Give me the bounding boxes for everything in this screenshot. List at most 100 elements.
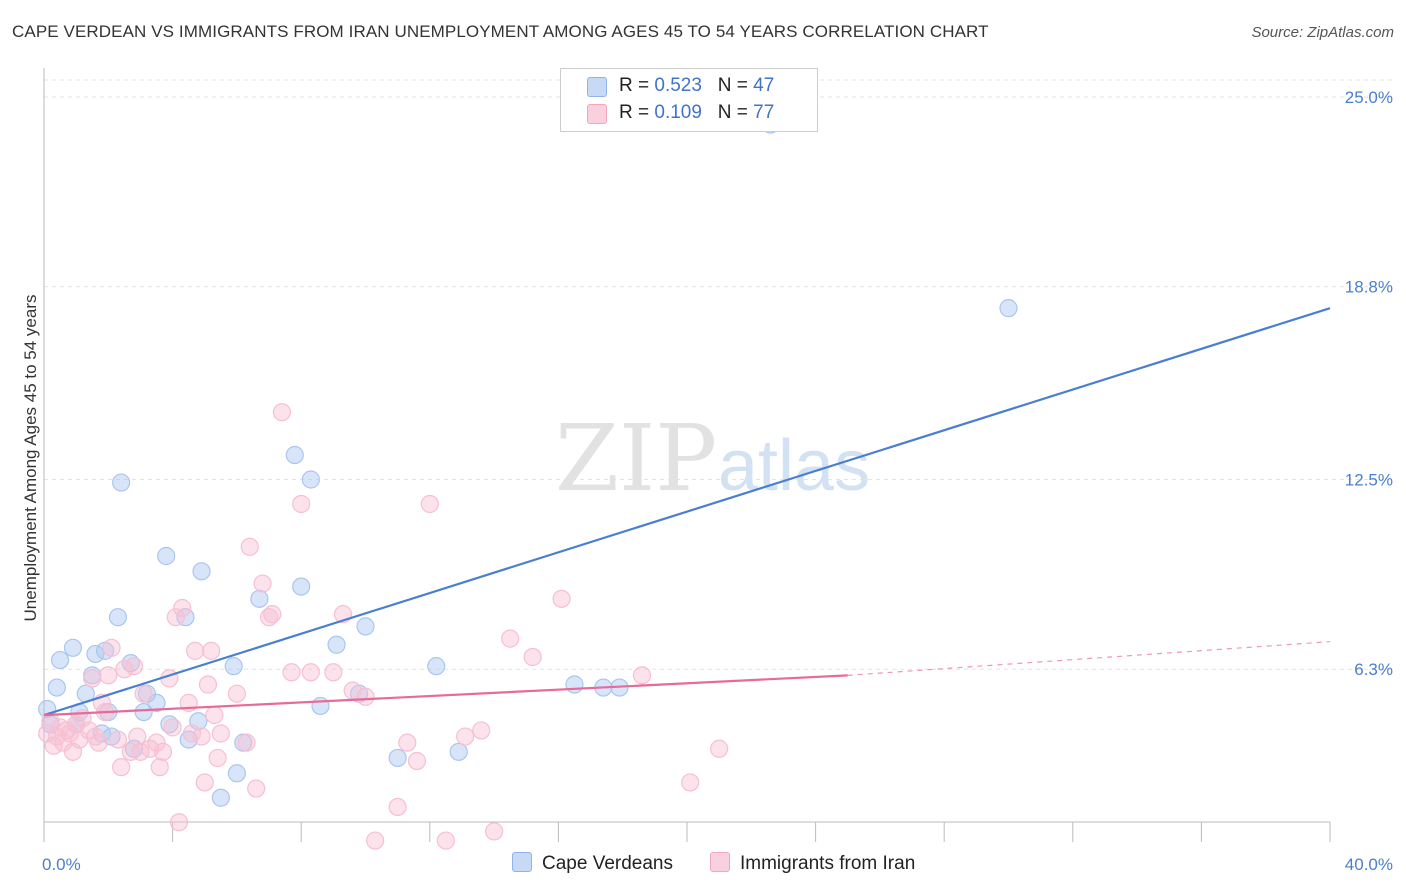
iran-point — [398, 733, 417, 752]
iran-point — [259, 608, 279, 627]
legend-r-value: 0.109 — [654, 102, 702, 123]
bottom-legend-label: Immigrants from Iran — [740, 853, 916, 874]
iran-point — [153, 742, 173, 761]
iran-point — [202, 641, 221, 660]
cape-verdean-point — [285, 445, 304, 465]
iran-point — [124, 657, 144, 676]
iran-point — [169, 813, 189, 832]
iran-point — [253, 574, 272, 593]
trend-lines — [43, 307, 1331, 717]
legend-swatch-blue — [587, 77, 607, 97]
iran-point — [366, 831, 385, 850]
iran-point — [134, 684, 153, 703]
cape-verdean-point — [211, 788, 230, 807]
cape-verdean-point — [160, 715, 179, 734]
x-tick-label: 40.0% — [1345, 855, 1393, 874]
y-tick-label: 18.8% — [1345, 278, 1393, 297]
iran-point — [205, 706, 224, 725]
iran-point — [211, 724, 230, 743]
iran-point — [147, 733, 166, 752]
cape-verdean-point — [227, 764, 246, 783]
watermark: ZIP atlas — [555, 405, 870, 512]
iran-point — [237, 733, 256, 752]
axes — [43, 68, 1331, 842]
iran-point — [523, 647, 542, 667]
cape-verdean-point — [147, 693, 166, 712]
cape-verdean-point — [50, 650, 70, 670]
tick-labels: 6.3% 12.5% 18.8% 25.0% 0.0% 40.0% — [42, 88, 1393, 874]
cape-verdean-point — [134, 702, 153, 722]
cape-verdean-point — [292, 577, 311, 596]
legend: R = 0.523 N = 47 R = 0.109 N = 77 — [560, 68, 818, 132]
iran-point — [89, 733, 108, 752]
bottom-legend-label: Cape Verdeans — [542, 853, 673, 874]
legend-r-label: R = — [619, 102, 655, 123]
iran-point — [57, 721, 76, 740]
cape-verdean-point — [449, 742, 468, 761]
iran-point — [356, 687, 375, 706]
iran-point — [128, 727, 147, 746]
iran-point — [472, 721, 491, 740]
cape-verdean-point — [565, 675, 584, 694]
cape-verdean-point — [999, 299, 1018, 318]
cape-verdean-point — [224, 657, 243, 676]
iran-point — [163, 718, 182, 737]
bottom-legend-iran: Immigrants from Iran — [710, 852, 915, 875]
iran-point — [195, 773, 214, 792]
iran-point — [121, 742, 140, 761]
bottom-legend-swatch-pink — [710, 852, 730, 872]
iran-point — [681, 773, 700, 792]
cape-verdean-point — [63, 638, 83, 657]
iran-point — [108, 730, 128, 749]
iran-point — [99, 666, 118, 685]
legend-n-label: N = — [717, 102, 754, 123]
iran-point — [186, 641, 205, 660]
iran-point — [83, 669, 102, 688]
iran-point — [166, 608, 185, 627]
cape-verdean-point — [250, 589, 269, 608]
iran-trend-line — [43, 674, 848, 717]
cape-verdean-point — [388, 748, 407, 768]
source-label: Source: ZipAtlas.com — [1251, 24, 1394, 41]
iran-point — [263, 605, 282, 624]
cape-verdean-point — [427, 657, 446, 676]
legend-r-label: R = — [619, 75, 655, 96]
iran-point — [60, 724, 79, 743]
iran-point — [301, 663, 320, 682]
iran-point — [324, 663, 343, 682]
legend-n-value: 77 — [753, 102, 775, 123]
legend-swatch-pink — [587, 104, 607, 124]
cape-verdean-point — [311, 696, 330, 716]
cape-verdean-point — [108, 608, 128, 627]
iran-point — [198, 675, 218, 694]
data-points — [38, 115, 1018, 850]
iran-point — [501, 629, 520, 648]
bottom-legend-swatch-blue — [512, 852, 532, 872]
bottom-legend-cape-verdeans: Cape Verdeans — [512, 852, 673, 875]
cape-verdean-point — [192, 562, 211, 581]
iran-point — [436, 831, 455, 850]
cape-verdean-point — [112, 473, 131, 492]
cape-verdean-point — [356, 617, 375, 636]
y-tick-label: 6.3% — [1354, 660, 1393, 679]
iran-point — [102, 638, 121, 657]
iran-point — [632, 666, 652, 685]
iran-point — [112, 758, 131, 777]
iran-point — [407, 751, 427, 771]
iran-point — [272, 403, 292, 422]
y-tick-label: 12.5% — [1345, 471, 1393, 490]
legend-n-label: N = — [717, 75, 754, 96]
y-axis-label: Unemployment Among Ages 45 to 54 years — [21, 295, 40, 622]
cape-verdean-trend-line — [43, 307, 1331, 717]
legend-n-value: 47 — [753, 75, 775, 96]
iran-point — [208, 748, 227, 768]
iran-point — [388, 797, 407, 817]
gridlines — [44, 79, 1392, 670]
watermark-zip: ZIP — [555, 405, 717, 512]
iran-point — [227, 684, 246, 703]
x-tick-label: 0.0% — [42, 855, 81, 874]
iran-point — [150, 758, 169, 777]
y-tick-label: 25.0% — [1345, 88, 1393, 107]
iran-point — [173, 598, 192, 618]
